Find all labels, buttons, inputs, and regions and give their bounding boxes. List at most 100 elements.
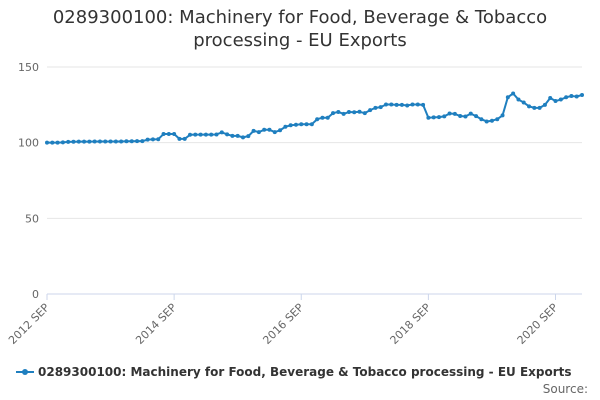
data-point[interactable] — [495, 117, 500, 122]
data-point[interactable] — [542, 102, 547, 107]
data-point[interactable] — [564, 95, 569, 100]
data-point[interactable] — [346, 109, 351, 114]
data-point[interactable] — [66, 139, 71, 144]
data-point[interactable] — [267, 127, 272, 132]
data-point[interactable] — [431, 115, 436, 120]
data-point[interactable] — [389, 102, 394, 107]
data-point[interactable] — [548, 96, 553, 101]
data-point[interactable] — [235, 133, 240, 138]
data-point[interactable] — [166, 132, 171, 137]
data-point[interactable] — [172, 132, 177, 137]
data-point[interactable] — [553, 99, 558, 104]
data-point[interactable] — [92, 139, 97, 144]
data-point[interactable] — [97, 139, 102, 144]
data-point[interactable] — [516, 97, 521, 102]
data-point[interactable] — [209, 132, 214, 137]
data-point[interactable] — [421, 102, 426, 107]
data-point[interactable] — [82, 139, 87, 144]
data-point[interactable] — [580, 93, 584, 97]
data-point[interactable] — [283, 124, 288, 129]
data-point[interactable] — [426, 115, 431, 120]
data-point[interactable] — [71, 139, 76, 144]
data-point[interactable] — [309, 122, 314, 127]
data-point[interactable] — [331, 111, 336, 116]
data-point[interactable] — [415, 102, 420, 107]
data-point[interactable] — [288, 123, 293, 128]
data-point[interactable] — [156, 137, 161, 142]
data-point[interactable] — [124, 139, 129, 144]
data-point[interactable] — [225, 132, 230, 137]
data-point[interactable] — [373, 105, 378, 110]
data-point[interactable] — [182, 136, 187, 141]
data-point[interactable] — [336, 109, 341, 114]
data-point[interactable] — [140, 139, 145, 144]
data-point[interactable] — [315, 117, 320, 122]
data-point[interactable] — [527, 104, 532, 109]
data-point[interactable] — [272, 130, 277, 135]
data-point[interactable] — [135, 139, 140, 144]
data-point[interactable] — [188, 132, 193, 137]
data-point[interactable] — [436, 115, 441, 120]
data-point[interactable] — [505, 95, 510, 100]
data-point[interactable] — [278, 128, 283, 133]
data-point[interactable] — [357, 109, 362, 114]
data-point[interactable] — [219, 130, 224, 135]
data-point[interactable] — [119, 139, 124, 144]
data-point[interactable] — [246, 134, 251, 139]
data-point[interactable] — [558, 97, 563, 102]
data-point[interactable] — [468, 111, 473, 116]
data-point[interactable] — [352, 110, 357, 115]
data-point[interactable] — [256, 130, 261, 135]
data-point[interactable] — [325, 115, 330, 120]
data-point[interactable] — [230, 133, 235, 138]
data-point[interactable] — [479, 117, 484, 122]
data-point[interactable] — [262, 127, 267, 132]
data-point[interactable] — [569, 94, 574, 99]
data-point[interactable] — [474, 114, 479, 119]
data-point[interactable] — [500, 113, 505, 118]
data-point[interactable] — [521, 100, 526, 105]
data-point[interactable] — [452, 111, 457, 116]
data-point[interactable] — [76, 139, 81, 144]
data-point[interactable] — [532, 105, 537, 110]
data-point[interactable] — [161, 132, 166, 137]
data-point[interactable] — [458, 114, 463, 119]
data-point[interactable] — [368, 108, 373, 113]
data-point[interactable] — [463, 114, 468, 119]
data-point[interactable] — [384, 102, 389, 107]
data-point[interactable] — [299, 122, 304, 127]
data-point[interactable] — [362, 111, 367, 116]
legend[interactable]: 0289300100: Machinery for Food, Beverage… — [16, 363, 572, 381]
data-point[interactable] — [60, 140, 65, 145]
data-point[interactable] — [442, 114, 447, 119]
data-point[interactable] — [129, 139, 134, 144]
data-point[interactable] — [203, 132, 208, 137]
data-point[interactable] — [320, 115, 325, 120]
data-point[interactable] — [399, 102, 404, 107]
data-point[interactable] — [341, 111, 346, 116]
data-point[interactable] — [50, 140, 55, 145]
data-point[interactable] — [574, 94, 579, 99]
data-point[interactable] — [293, 122, 298, 127]
data-point[interactable] — [177, 136, 182, 141]
data-point[interactable] — [394, 102, 399, 107]
data-point[interactable] — [447, 111, 452, 116]
data-point[interactable] — [304, 122, 309, 127]
data-point[interactable] — [511, 91, 516, 96]
data-point[interactable] — [405, 103, 410, 108]
data-point[interactable] — [193, 132, 198, 137]
data-point[interactable] — [87, 139, 92, 144]
data-point[interactable] — [108, 139, 113, 144]
data-point[interactable] — [537, 105, 542, 110]
data-point[interactable] — [240, 135, 245, 140]
data-point[interactable] — [378, 105, 383, 110]
data-point[interactable] — [150, 137, 155, 142]
data-point[interactable] — [410, 102, 415, 107]
data-point[interactable] — [55, 140, 60, 145]
data-point[interactable] — [484, 119, 489, 124]
data-point[interactable] — [145, 137, 150, 142]
data-point[interactable] — [214, 132, 219, 137]
data-point[interactable] — [489, 118, 494, 123]
data-point[interactable] — [103, 139, 108, 144]
data-point[interactable] — [113, 139, 118, 144]
